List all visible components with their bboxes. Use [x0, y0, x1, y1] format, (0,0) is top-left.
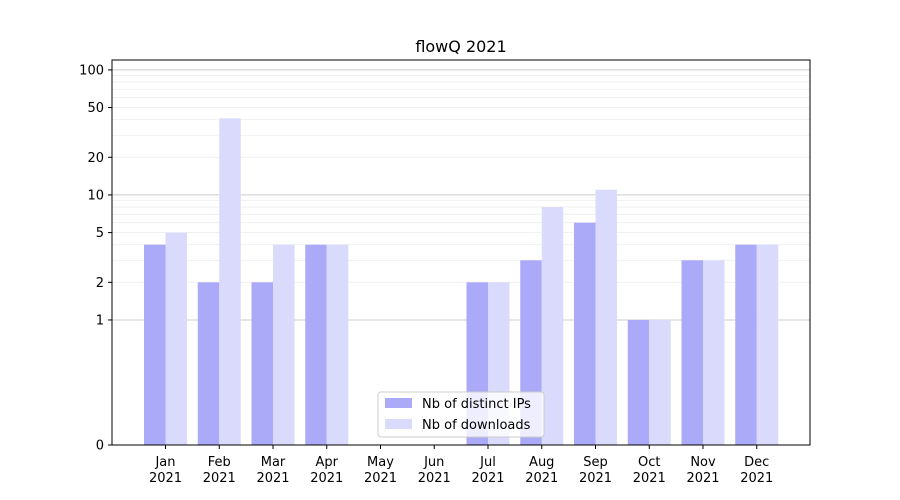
x-tick-label: Mar 2021: [256, 455, 289, 486]
x-tick-label: Oct 2021: [633, 455, 666, 486]
bar-ips: [627, 319, 650, 445]
bar-downloads: [326, 244, 349, 445]
y-tick-label: 5: [96, 226, 104, 241]
x-tick-label: Aug 2021: [525, 455, 558, 486]
bar-ips: [574, 222, 596, 445]
x-tick-label: Nov 2021: [686, 455, 719, 486]
x-tick-label: Apr 2021: [310, 455, 343, 486]
bar-ips: [197, 282, 220, 445]
y-tick-label: 50: [87, 101, 104, 116]
x-tick-label: Sep 2021: [579, 455, 612, 486]
y-axis: 0 1 2 5 10 20 50 100: [79, 63, 112, 454]
y-tick-label: 100: [79, 63, 104, 78]
legend-box: [377, 391, 545, 438]
bar-ips: [305, 244, 327, 445]
y-tick-label: 20: [87, 151, 104, 166]
bar-downloads: [649, 319, 671, 445]
x-axis: Jan 2021 Feb 2021 Mar 2021 Apr 2021 May 2021 Jun 20…: [149, 445, 773, 486]
bar-ips: [681, 260, 703, 445]
legend-swatch: [385, 398, 412, 408]
x-tick-label: May 2021: [364, 455, 397, 486]
y-tick-label: 1: [96, 313, 104, 328]
bar-downloads: [219, 118, 241, 445]
bar-ips: [735, 244, 757, 445]
bar-ips: [251, 282, 273, 445]
bar-downloads: [165, 232, 187, 445]
y-tick-label: 2: [96, 276, 104, 291]
x-tick-label: Feb 2021: [203, 455, 236, 486]
x-tick-label: Dec 2021: [740, 455, 773, 486]
bar-downloads: [756, 244, 779, 445]
legend-label: Nb of distinct IPs: [422, 397, 531, 412]
bar-ips: [144, 244, 166, 445]
y-tick-label: 10: [87, 188, 104, 203]
bar-downloads: [703, 260, 725, 445]
plot-frame: [111, 59, 811, 446]
y-tick-label: 0: [96, 439, 104, 454]
bar-downloads: [541, 207, 564, 445]
x-tick-label: Jul 2021: [471, 455, 504, 486]
chart-title: flowQ 2021: [415, 37, 506, 56]
legend-label: Nb of downloads: [422, 418, 531, 433]
bar-downloads: [273, 244, 295, 445]
legend-swatch: [385, 419, 412, 429]
legend: Nb of distinct IPs Nb of downloads: [377, 391, 545, 438]
x-tick-label: Jun 2021: [418, 455, 451, 486]
x-tick-label: Jan 2021: [149, 455, 182, 486]
bar-downloads: [595, 189, 617, 445]
